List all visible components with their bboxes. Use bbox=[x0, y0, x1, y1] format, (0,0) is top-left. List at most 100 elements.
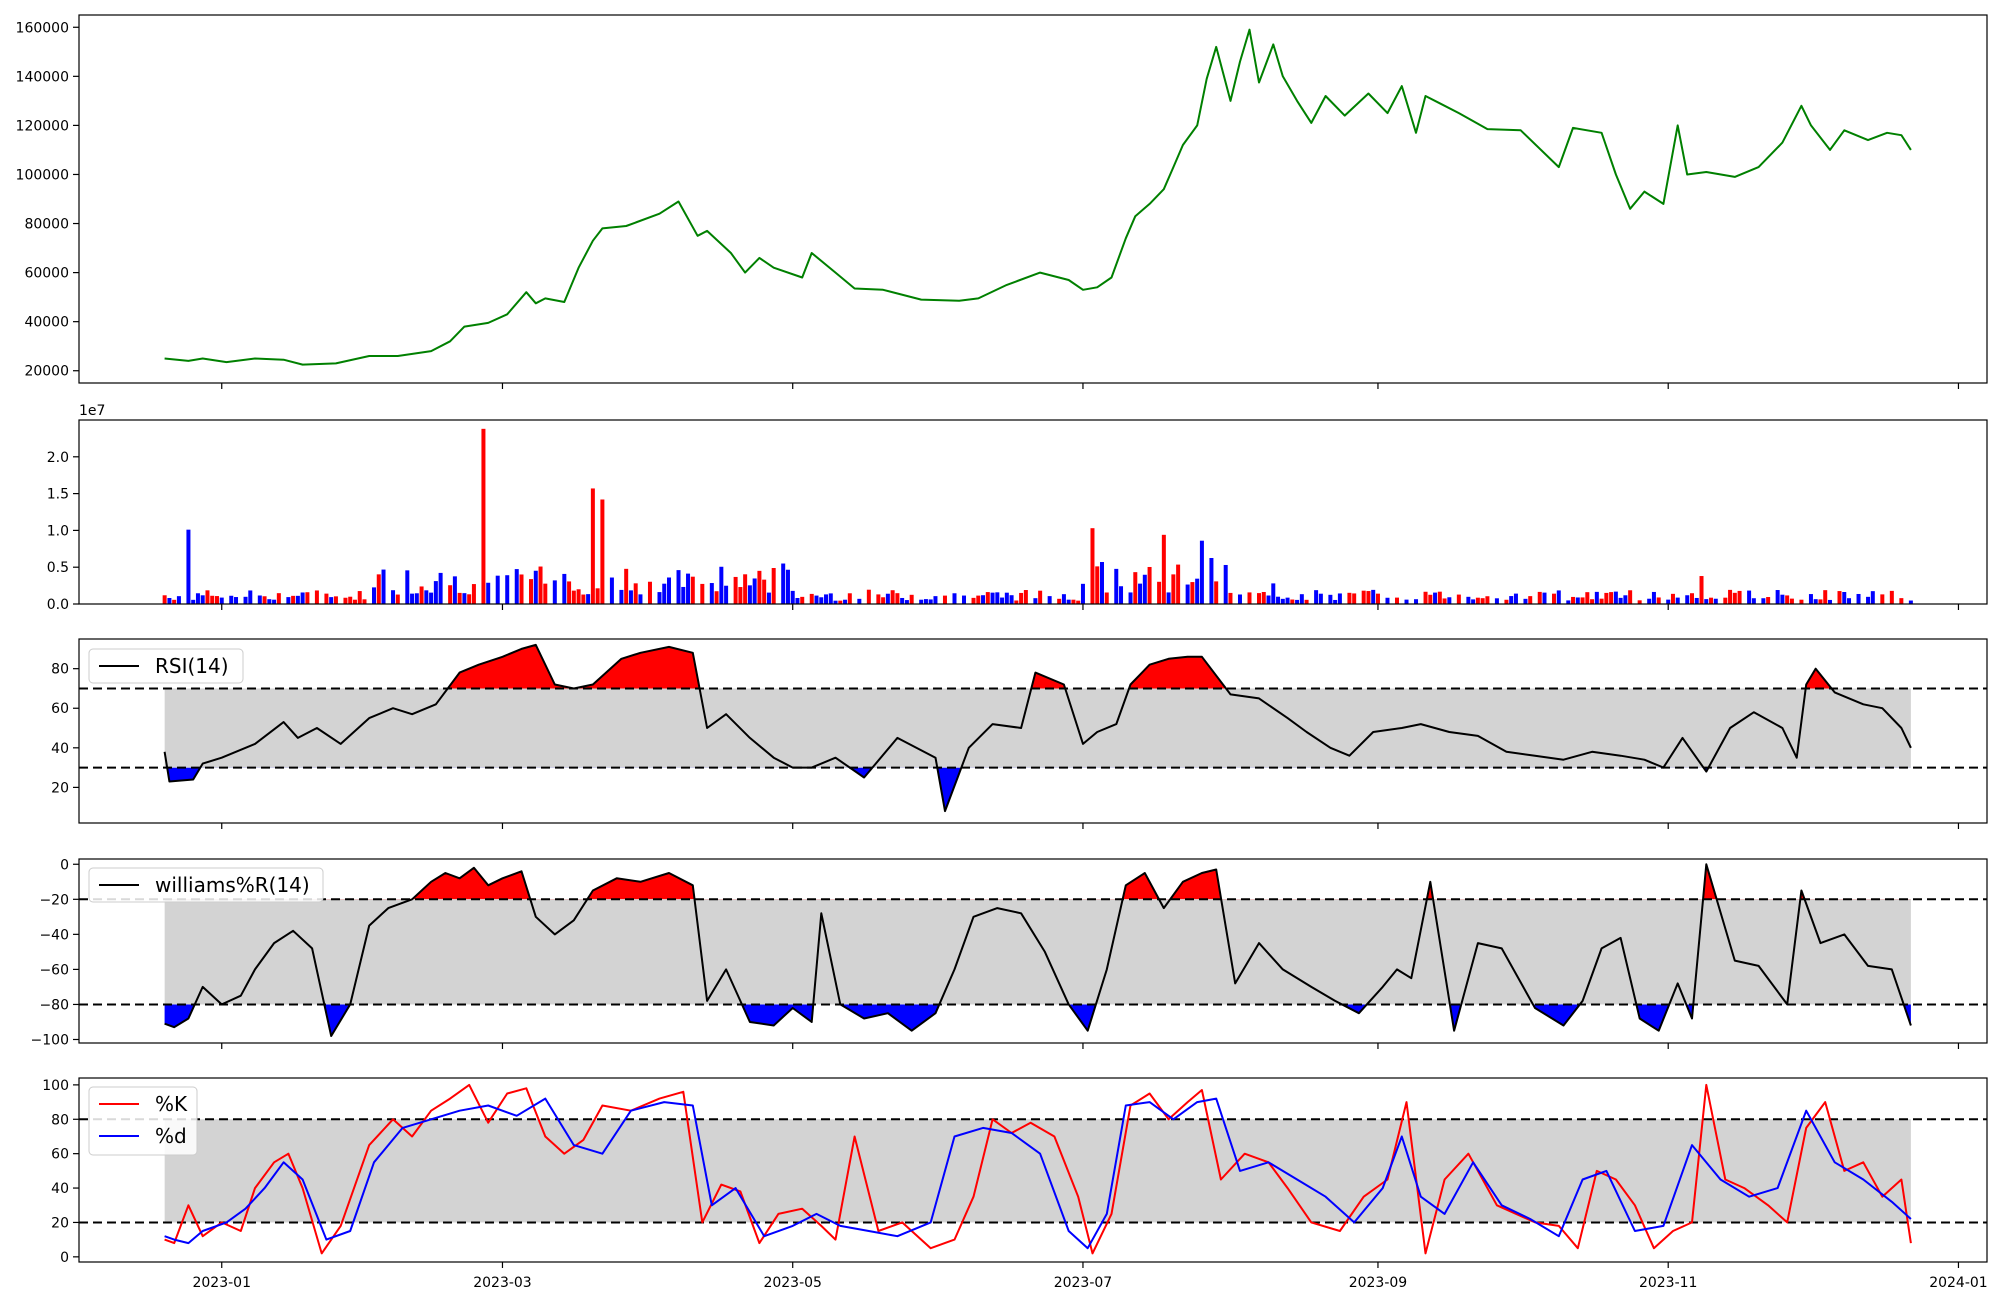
volume-offset-label: 1e7 bbox=[79, 403, 105, 419]
volume-bar bbox=[1585, 592, 1590, 604]
rsi-legend-box bbox=[88, 648, 244, 684]
volume-bar bbox=[1171, 574, 1176, 604]
volume-bar bbox=[410, 593, 415, 604]
volume-bar bbox=[191, 599, 196, 604]
volume-bar bbox=[533, 570, 538, 604]
price-y-tick-label: 120000 bbox=[16, 118, 69, 134]
volume-bar bbox=[681, 586, 686, 604]
volume-bar bbox=[800, 596, 805, 604]
x-tick-label: 2023-05 bbox=[763, 1275, 822, 1291]
volume-bar bbox=[762, 579, 767, 604]
volume-panel: 0.0 0.5 1.0 1.5 2.0 1e7 bbox=[47, 403, 1988, 613]
volume-bar bbox=[809, 593, 814, 604]
volume-bar bbox=[586, 594, 591, 604]
stochastic-legend-k-label: %K bbox=[155, 1092, 188, 1116]
volume-bar bbox=[1485, 596, 1490, 604]
volume-bar bbox=[581, 594, 586, 604]
volume-bar bbox=[1751, 598, 1756, 604]
volume-bar bbox=[1880, 594, 1885, 604]
price-y-tick-label: 40000 bbox=[24, 315, 69, 331]
volume-bar bbox=[571, 590, 576, 604]
volume-bar bbox=[900, 597, 905, 604]
volume-bar bbox=[424, 590, 429, 604]
volume-bar bbox=[700, 583, 705, 604]
volume-bar bbox=[1257, 593, 1262, 604]
volume-bar bbox=[1138, 583, 1143, 604]
volume-bar bbox=[1080, 583, 1085, 604]
volume-bar bbox=[381, 569, 386, 604]
volume-bar bbox=[990, 592, 995, 604]
volume-bar bbox=[243, 596, 248, 604]
volume-bar bbox=[1799, 599, 1804, 604]
volume-bar bbox=[1161, 534, 1166, 604]
volume-bar bbox=[1789, 598, 1794, 604]
volume-bar bbox=[1656, 597, 1661, 604]
volume-bar bbox=[362, 599, 367, 604]
volume-bar bbox=[276, 593, 281, 604]
volume-bar bbox=[619, 589, 624, 604]
williams-y-tick-label: −40 bbox=[39, 927, 69, 943]
volume-bar bbox=[1908, 600, 1913, 604]
volume-bar bbox=[686, 573, 691, 604]
volume-bar bbox=[229, 595, 234, 604]
volume-bar bbox=[1599, 598, 1604, 604]
volume-bar bbox=[766, 592, 771, 604]
volume-bar bbox=[1076, 600, 1081, 604]
volume-bar bbox=[1004, 592, 1009, 604]
volume-bar bbox=[314, 590, 319, 604]
price-axes-frame bbox=[78, 14, 1988, 384]
volume-bar bbox=[1594, 591, 1599, 604]
volume-bar bbox=[1195, 578, 1200, 604]
volume-bar bbox=[1023, 590, 1028, 604]
volume-bar bbox=[272, 599, 277, 604]
volume-bar bbox=[724, 585, 729, 604]
volume-bar bbox=[1352, 593, 1357, 604]
volume-bar bbox=[467, 594, 472, 604]
volume-bar bbox=[481, 428, 486, 604]
rsi-y-tick-label: 20 bbox=[51, 780, 69, 796]
volume-bar bbox=[438, 572, 443, 604]
volume-bar bbox=[667, 577, 672, 604]
volume-bar bbox=[1637, 600, 1642, 604]
volume-bar bbox=[919, 599, 924, 604]
price-line bbox=[164, 28, 1912, 366]
williams-panel: −100 −80 −60 −40 −20 0 williams%R(14) bbox=[31, 857, 1988, 1048]
volume-bar bbox=[1437, 591, 1442, 604]
stochastic-y-tick-label: 20 bbox=[51, 1215, 69, 1231]
volume-bar bbox=[195, 593, 200, 604]
williams-plot bbox=[79, 863, 1987, 1037]
volume-bar bbox=[1504, 599, 1509, 604]
price-y-axis: 20000 40000 60000 80000 100000 120000 140000 16… bbox=[16, 20, 79, 380]
volume-bar bbox=[1133, 572, 1138, 604]
volume-bar bbox=[757, 570, 762, 604]
volume-bar bbox=[638, 594, 643, 604]
volume-bar bbox=[1366, 591, 1371, 604]
volume-bar bbox=[1371, 589, 1376, 604]
stochastic-legend: %K %d bbox=[88, 1086, 198, 1156]
volume-bar bbox=[1609, 592, 1614, 604]
volume-bar bbox=[1666, 599, 1671, 604]
volume-bar bbox=[819, 597, 824, 604]
volume-bar bbox=[1299, 594, 1304, 604]
volume-bar bbox=[795, 597, 800, 604]
volume-bar bbox=[1266, 595, 1271, 604]
volume-bar bbox=[1047, 596, 1052, 604]
volume-bar bbox=[733, 576, 738, 604]
rsi-y-axis: 20 40 60 80 bbox=[51, 662, 79, 796]
volume-bar bbox=[923, 599, 928, 604]
volume-bar bbox=[609, 577, 614, 604]
rsi-line bbox=[163, 643, 1912, 813]
williams-legend-label: williams%R(14) bbox=[155, 873, 310, 897]
volume-bar bbox=[267, 599, 272, 604]
volume-bar bbox=[600, 499, 605, 604]
williams-y-tick-label: −100 bbox=[31, 1032, 69, 1048]
williams-legend: williams%R(14) bbox=[88, 867, 324, 903]
volume-bar bbox=[1095, 566, 1100, 604]
volume-bar bbox=[1689, 593, 1694, 604]
volume-bar bbox=[1590, 599, 1595, 604]
volume-bar bbox=[1038, 590, 1043, 604]
volume-bar bbox=[1271, 583, 1276, 604]
volume-bar bbox=[234, 597, 239, 604]
stochastic-plot bbox=[79, 1083, 1987, 1255]
volume-bar bbox=[1290, 599, 1295, 604]
